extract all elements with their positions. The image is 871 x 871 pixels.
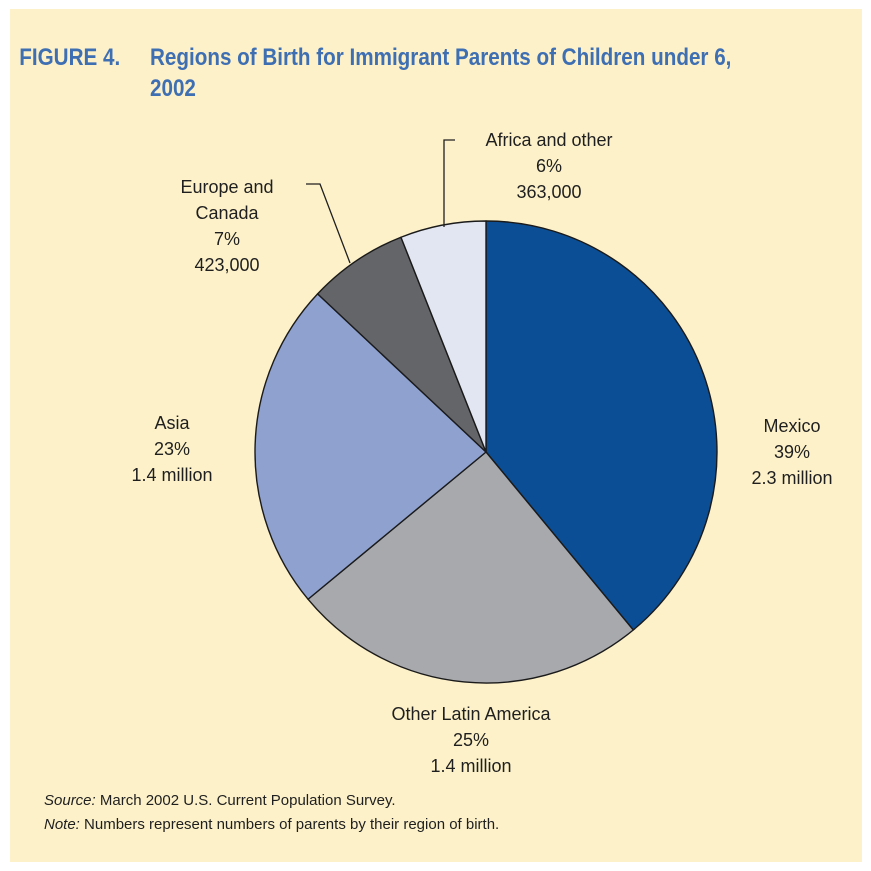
source-text: March 2002 U.S. Current Population Surve… <box>95 792 396 809</box>
pie-slice-mexico <box>485 220 718 631</box>
leader-line-europe-canada <box>306 183 351 264</box>
slice-percent-other-latin-america: 25% <box>453 730 489 750</box>
leader-line-africa-other <box>443 139 455 227</box>
leader-lines <box>306 139 455 264</box>
slice-count-other-latin-america: 1.4 million <box>430 756 511 776</box>
note-text: Numbers represent numbers of parents by … <box>79 816 500 833</box>
pie-slice-asia <box>254 293 487 600</box>
note-label: Note: <box>44 816 80 833</box>
figure-title: FIGURE 4. Regions of Birth for Immigrant… <box>19 42 743 104</box>
slice-count-africa-other: 363,000 <box>516 182 581 202</box>
slice-count-asia: 1.4 million <box>131 465 212 485</box>
figure-title-text: Regions of Birth for Immigrant Parents o… <box>150 44 732 102</box>
slice-count-mexico: 2.3 million <box>751 468 832 488</box>
figure-number: FIGURE 4. <box>19 44 121 71</box>
pie-slice-other-latin-america <box>307 451 634 684</box>
slice-percent-asia: 23% <box>154 439 190 459</box>
slice-label-asia: Asia <box>154 413 190 433</box>
source-label: Source: <box>44 792 96 809</box>
slice-percent-europe-canada: 7% <box>214 229 240 249</box>
slice-percent-africa-other: 6% <box>536 156 562 176</box>
note: Note: Numbers represent numbers of paren… <box>44 816 499 833</box>
slice-label-europe-canada-line1: Europe and <box>180 177 273 197</box>
pie-slices <box>254 220 718 684</box>
slice-label-europe-canada-line2: Canada <box>195 203 259 223</box>
slice-label-africa-other: Africa and other <box>485 130 612 150</box>
slice-label-other-latin-america: Other Latin America <box>391 704 551 724</box>
slice-label-mexico: Mexico <box>763 416 820 436</box>
slice-percent-mexico: 39% <box>774 442 810 462</box>
pie-slice-africa-and-other <box>400 220 487 453</box>
source-note: Source: March 2002 U.S. Current Populati… <box>44 792 396 809</box>
slice-count-europe-canada: 423,000 <box>194 255 259 275</box>
pie-slice-europe-and-canada <box>316 236 487 453</box>
